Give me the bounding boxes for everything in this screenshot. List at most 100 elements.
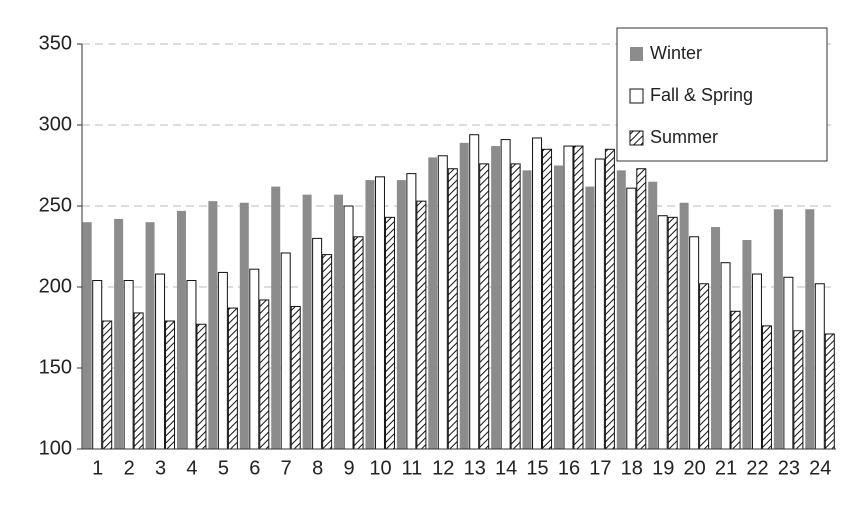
x-tick-label: 19: [652, 457, 674, 479]
x-tick-label: 23: [778, 457, 800, 479]
bar: [585, 186, 595, 449]
bar: [82, 222, 92, 449]
bar: [751, 273, 762, 450]
bar: [604, 148, 615, 450]
x-tick-label: 18: [621, 457, 643, 479]
bar: [365, 180, 375, 449]
bar: [133, 312, 144, 450]
legend: Winter Fall & Spring Summer: [616, 27, 828, 162]
x-tick-label: 21: [715, 457, 737, 479]
bar: [594, 158, 605, 450]
x-tick-label: 6: [249, 457, 260, 479]
bar: [720, 262, 731, 450]
x-tick-label: 16: [558, 457, 580, 479]
bar: [176, 210, 186, 449]
bar: [196, 323, 207, 450]
bar: [814, 283, 825, 450]
bar: [573, 145, 584, 450]
x-tick-label: 7: [281, 457, 292, 479]
bar: [447, 168, 458, 450]
bar: [384, 216, 395, 450]
bar: [773, 209, 783, 449]
bar: [616, 170, 626, 450]
x-tick-label: 11: [401, 457, 422, 479]
legend-box: [616, 27, 828, 162]
bar: [396, 180, 406, 449]
bar: [711, 227, 721, 449]
bar: [491, 146, 501, 449]
y-tick-label: 100: [39, 437, 72, 459]
bar: [123, 280, 134, 450]
bar: [416, 200, 427, 450]
bar: [742, 240, 752, 449]
x-tick-label: 24: [809, 457, 831, 479]
bar: [92, 280, 103, 450]
bar: [249, 268, 260, 450]
x-tick-label: 15: [526, 457, 548, 479]
legend-label: Summer: [650, 127, 718, 147]
legend-label: Winter: [650, 43, 702, 63]
x-tick-label: 13: [464, 457, 486, 479]
x-tick-label: 4: [186, 457, 197, 479]
bar: [322, 254, 333, 450]
x-tick-label: 1: [92, 457, 103, 479]
bar: [793, 330, 804, 450]
legend-swatch: [629, 88, 644, 104]
bar: [542, 148, 553, 450]
bar: [271, 186, 281, 449]
bar: [679, 202, 689, 449]
bar: [626, 187, 637, 450]
bar: [553, 165, 563, 449]
bar: [186, 280, 197, 450]
bar: [437, 155, 448, 450]
bar: [227, 307, 238, 450]
bar: [648, 181, 658, 449]
bar: [699, 283, 710, 450]
y-tick-label: 300: [39, 113, 72, 135]
bar: [761, 325, 772, 450]
bar: [824, 333, 835, 450]
bar: [217, 271, 228, 450]
bar: [102, 320, 113, 450]
y-tick-label: 350: [39, 32, 72, 54]
bar: [114, 218, 124, 449]
bar: [522, 170, 532, 450]
y-tick-label: 200: [39, 275, 72, 297]
y-tick-label: 250: [39, 194, 72, 216]
y-tick-label: 150: [39, 356, 72, 378]
bar: [730, 310, 741, 450]
x-tick-label: 12: [432, 457, 454, 479]
bar: [302, 194, 312, 449]
x-tick-label: 5: [218, 457, 229, 479]
bar: [563, 145, 574, 450]
x-tick-label: 20: [684, 457, 706, 479]
bar: [428, 157, 438, 449]
bar: [208, 201, 218, 449]
bar: [783, 276, 794, 450]
bar: [689, 236, 700, 450]
legend-swatch: [629, 130, 644, 146]
bar: [334, 194, 344, 449]
bar: [406, 173, 417, 450]
bar: [459, 142, 469, 449]
x-tick-label: 14: [495, 457, 517, 479]
bar: [155, 273, 166, 450]
bar: [667, 216, 678, 450]
x-tick-label: 2: [124, 457, 135, 479]
legend-label: Fall & Spring: [650, 85, 753, 105]
x-tick-label: 9: [343, 457, 354, 479]
bar: [353, 236, 364, 450]
x-tick-label: 17: [589, 457, 611, 479]
bar: [532, 137, 543, 450]
bar: [343, 205, 354, 450]
bar: [510, 163, 521, 450]
bar: [805, 209, 815, 449]
bar: [469, 134, 480, 450]
bar: [165, 320, 176, 450]
x-tick-label: 10: [369, 457, 391, 479]
bar: [479, 163, 490, 450]
bar: [312, 237, 323, 450]
x-tick-label: 22: [746, 457, 768, 479]
